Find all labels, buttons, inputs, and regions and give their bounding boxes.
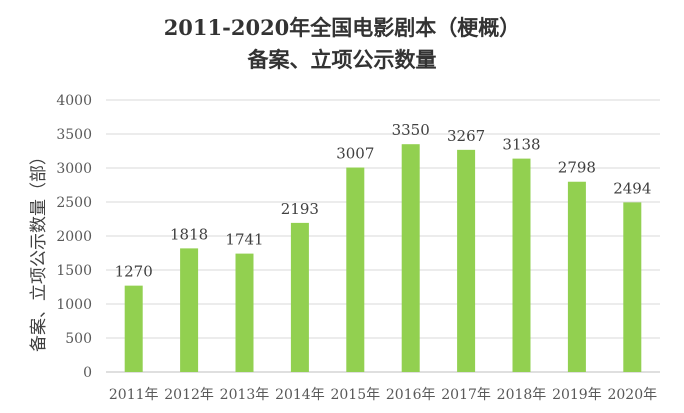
x-tick-label: 2011年 xyxy=(109,387,159,403)
x-tick-label: 2013年 xyxy=(220,387,270,403)
y-tick-label: 4000 xyxy=(56,93,92,109)
data-label: 1270 xyxy=(115,263,153,281)
chart-title-line-1: 2011-2020年全国电影剧本（梗概） xyxy=(163,15,521,40)
data-label: 2494 xyxy=(613,179,651,197)
bar xyxy=(180,248,199,372)
x-tick-label: 2012年 xyxy=(164,387,214,403)
y-tick-label: 500 xyxy=(65,331,92,347)
x-tick-label: 2014年 xyxy=(275,387,325,403)
x-tick-label: 2018年 xyxy=(497,387,547,403)
data-label: 2193 xyxy=(281,200,319,218)
x-tick-label: 2020年 xyxy=(607,387,657,403)
data-label: 1741 xyxy=(225,231,263,249)
bar xyxy=(457,149,476,372)
bar xyxy=(401,144,420,372)
bar xyxy=(512,158,531,372)
data-label: 3267 xyxy=(447,127,485,145)
data-label: 3350 xyxy=(392,121,430,139)
bar xyxy=(567,181,586,372)
bar xyxy=(623,202,642,372)
bar xyxy=(290,222,309,372)
bar xyxy=(235,253,254,372)
y-tick-label: 1500 xyxy=(56,263,92,279)
data-label: 2798 xyxy=(558,159,596,177)
bar xyxy=(346,167,365,372)
y-tick-label: 3500 xyxy=(56,127,92,143)
x-tick-label: 2019年 xyxy=(552,387,602,403)
x-tick-label: 2015年 xyxy=(330,387,380,403)
y-tick-label: 0 xyxy=(83,365,92,381)
x-tick-label: 2017年 xyxy=(441,387,491,403)
y-tick-label: 2500 xyxy=(56,195,92,211)
bar xyxy=(124,285,143,372)
y-tick-label: 3000 xyxy=(56,161,92,177)
data-label: 3007 xyxy=(336,145,374,163)
chart-title-line-2: 备案、立项公示数量 xyxy=(247,47,437,72)
y-tick-label: 1000 xyxy=(56,297,92,313)
y-tick-label: 2000 xyxy=(56,229,92,245)
data-label: 3138 xyxy=(502,136,540,154)
data-label: 1818 xyxy=(170,225,208,243)
x-tick-label: 2016年 xyxy=(386,387,436,403)
